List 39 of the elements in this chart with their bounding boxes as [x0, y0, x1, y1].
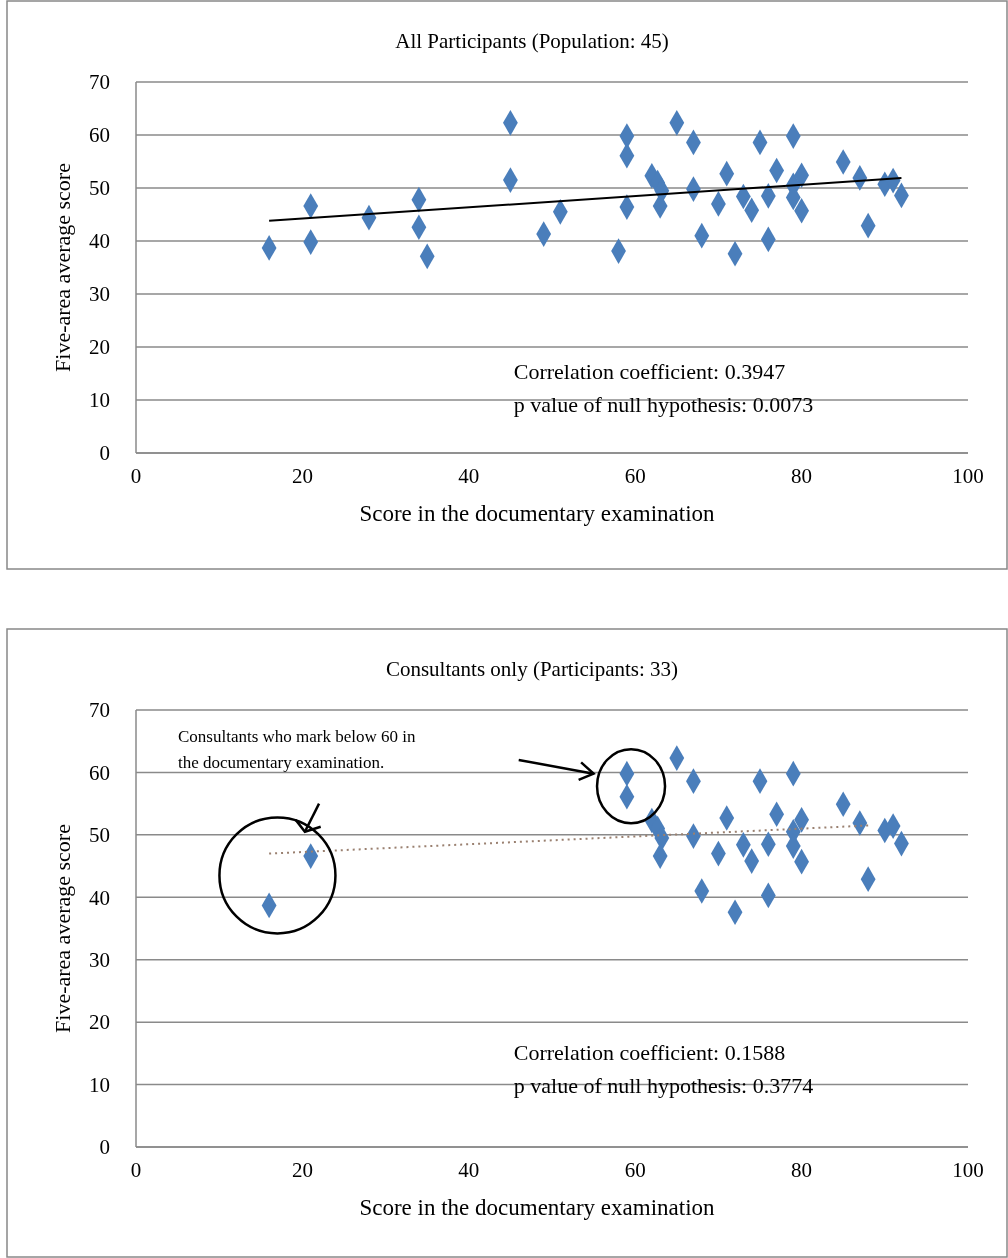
y-tick-label: 30 — [89, 948, 110, 973]
x-tick-label: 20 — [291, 464, 313, 488]
y-tick-label: 20 — [89, 1010, 110, 1035]
x-tick-label: 60 — [624, 464, 646, 488]
y-tick-label: 50 — [89, 176, 110, 201]
annotation: Consultants who mark below 60 in the documentary examination. — [178, 727, 417, 772]
x-tick-label: 0 — [130, 464, 142, 488]
y-tick-label: 40 — [89, 885, 110, 910]
x-tick-label: 100 — [952, 464, 984, 488]
y-tick-label: 0 — [99, 1135, 110, 1160]
annotation: p value of null hypothesis: 0.0073 — [513, 391, 814, 417]
y-tick-label: 60 — [89, 760, 110, 785]
x-tick-label: 40 — [458, 1158, 480, 1182]
y-tick-label: 70 — [89, 698, 110, 723]
y-tick-label: 70 — [89, 70, 110, 95]
y-tick-label: 50 — [89, 823, 110, 848]
x-tick-label: 60 — [624, 1158, 646, 1182]
y-tick-label: 30 — [89, 282, 110, 307]
chart-title: All Participants (Population: 45) — [395, 29, 669, 53]
chart-title: Consultants only (Participants: 33) — [385, 657, 679, 681]
y-axis-title: Five-area average score — [50, 163, 75, 372]
annotation: Correlation coefficient: 0.3947 — [513, 358, 786, 384]
x-axis-title: Score in the documentary examination — [359, 501, 716, 526]
x-tick-label: 0 — [130, 1158, 142, 1182]
x-tick-label: 20 — [291, 1158, 313, 1182]
x-tick-label: 100 — [952, 1158, 984, 1182]
annotation: p value of null hypothesis: 0.3774 — [513, 1072, 814, 1098]
y-tick-label: 20 — [89, 335, 110, 360]
y-tick-label: 0 — [99, 441, 110, 466]
x-tick-label: 80 — [791, 464, 813, 488]
y-tick-label: 40 — [89, 229, 110, 254]
y-axis-title: Five-area average score — [50, 824, 75, 1033]
x-tick-label: 40 — [458, 464, 480, 488]
annotation: Correlation coefficient: 0.1588 — [513, 1039, 786, 1065]
y-tick-label: 10 — [89, 1072, 110, 1097]
x-axis-title: Score in the documentary examination — [359, 1195, 716, 1220]
y-tick-label: 60 — [89, 123, 110, 148]
x-tick-label: 80 — [791, 1158, 813, 1182]
y-tick-label: 10 — [89, 388, 110, 413]
